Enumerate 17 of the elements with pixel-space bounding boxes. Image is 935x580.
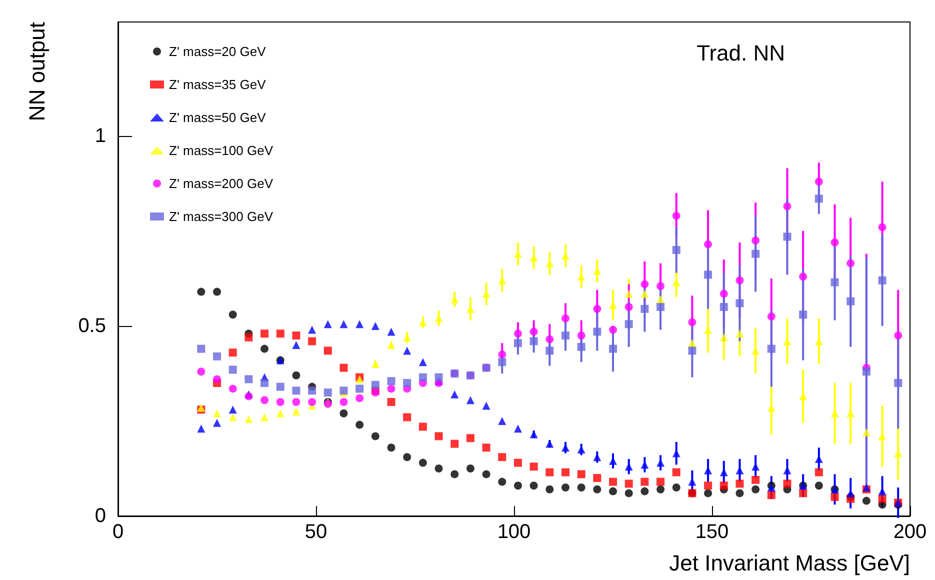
y-tick-label: 0.5 xyxy=(78,315,106,337)
y-tick-label: 0 xyxy=(94,505,106,527)
x-tick-label: 200 xyxy=(893,521,927,543)
y-axis-title: NN output xyxy=(24,22,50,122)
y-tick-label: 1 xyxy=(94,125,106,147)
x-tick-label: 100 xyxy=(497,521,531,543)
x-tick-label: 50 xyxy=(304,521,328,543)
legend-label: Z' mass=20 GeV xyxy=(169,44,266,59)
legend-label: Z' mass=35 GeV xyxy=(169,77,266,92)
x-axis-title: Jet Invariant Mass [GeV] xyxy=(669,550,910,576)
annotation: Trad. NN xyxy=(696,40,786,66)
legend-label: Z' mass=200 GeV xyxy=(169,176,274,191)
x-tick-label: 150 xyxy=(695,521,729,543)
legend-label: Z' mass=50 GeV xyxy=(169,110,266,125)
x-tick-label: 0 xyxy=(112,521,124,543)
legend-label: Z' mass=100 GeV xyxy=(169,143,274,158)
legend-label: Z' mass=300 GeV xyxy=(169,209,274,224)
